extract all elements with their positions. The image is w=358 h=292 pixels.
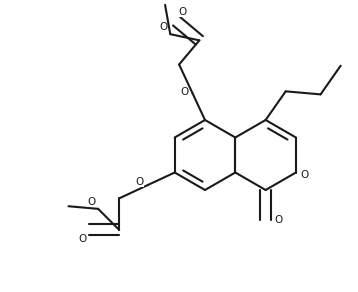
Text: O: O — [135, 177, 144, 187]
Text: O: O — [78, 234, 86, 244]
Text: O: O — [159, 22, 167, 32]
Text: O: O — [180, 87, 188, 97]
Text: O: O — [275, 215, 283, 225]
Text: O: O — [87, 197, 95, 207]
Text: O: O — [179, 7, 187, 17]
Text: O: O — [300, 169, 308, 180]
